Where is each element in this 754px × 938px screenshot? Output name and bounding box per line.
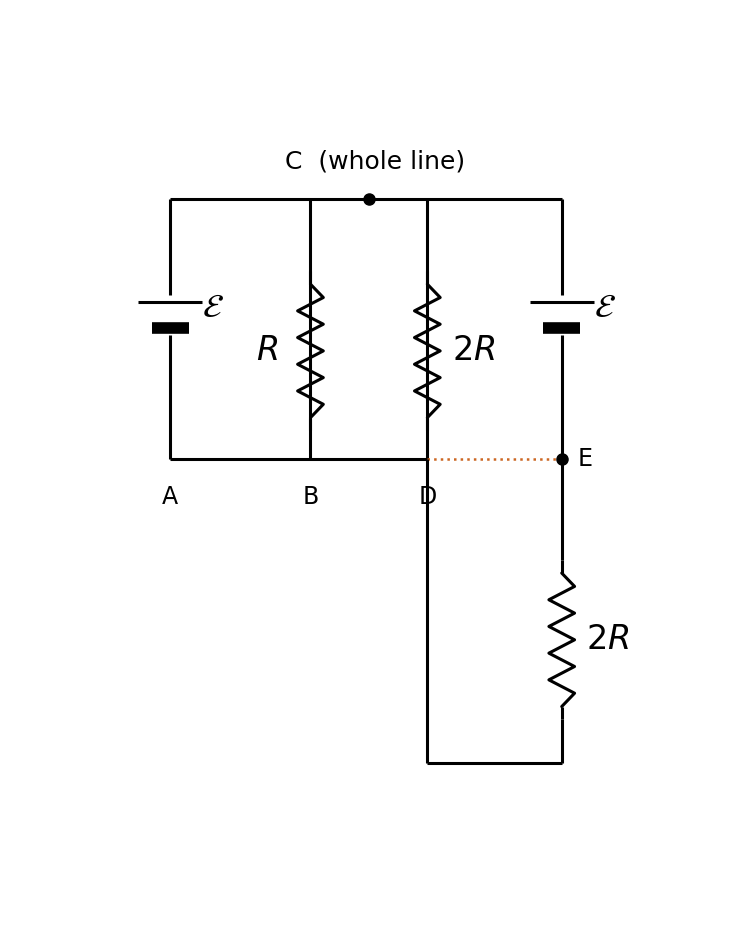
Text: E: E [578, 447, 593, 471]
Text: $2R$: $2R$ [587, 624, 630, 657]
Text: A: A [162, 485, 178, 508]
Text: $\mathcal{E}$: $\mathcal{E}$ [594, 291, 616, 324]
Text: D: D [418, 485, 437, 508]
Text: $R$: $R$ [256, 335, 278, 368]
Text: $2R$: $2R$ [452, 335, 495, 368]
Text: C  (whole line): C (whole line) [285, 150, 464, 174]
Text: $\mathcal{E}$: $\mathcal{E}$ [202, 291, 224, 324]
Text: B: B [302, 485, 319, 508]
